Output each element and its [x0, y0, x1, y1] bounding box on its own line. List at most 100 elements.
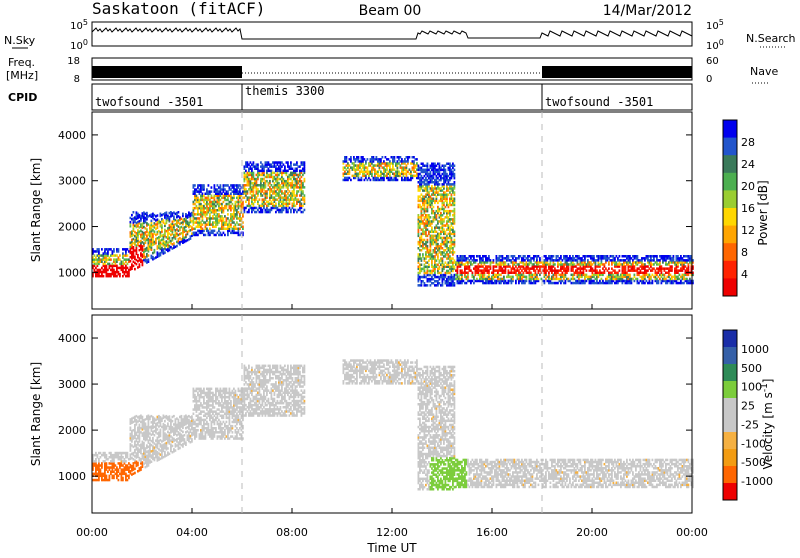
power-cell	[586, 269, 588, 272]
power-cell	[439, 183, 441, 186]
power-cell	[130, 260, 132, 263]
cpid-segment-3: twofsound -3501	[545, 95, 653, 109]
power-cell	[133, 265, 135, 268]
power-cell	[503, 276, 505, 279]
power-cell	[151, 220, 153, 223]
power-cell	[634, 274, 636, 277]
power-cell	[476, 259, 478, 262]
velocity-cell	[106, 475, 108, 478]
power-ytick-3: 4000	[58, 129, 86, 142]
power-cell	[553, 255, 555, 258]
cpid-segment-1: twofsound -3501	[95, 95, 203, 109]
power-cell	[358, 156, 360, 159]
power-cell	[164, 251, 166, 254]
power-cell	[370, 179, 372, 182]
power-cell	[427, 163, 429, 166]
power-cell	[110, 258, 112, 261]
power-cell	[304, 194, 306, 197]
power-cell	[350, 156, 352, 159]
power-colorbar-tick-3: 16	[741, 202, 755, 215]
power-cell	[397, 179, 399, 182]
power-colorbar-label: Power [dB]	[756, 180, 770, 245]
power-cell	[134, 268, 136, 271]
power-cell	[367, 158, 369, 161]
power-cell	[656, 255, 658, 258]
freq-left-tick-bottom: 8	[74, 74, 80, 85]
power-cell	[139, 263, 141, 266]
power-cell	[284, 165, 286, 168]
power-cell	[253, 161, 255, 164]
power-cell	[133, 211, 135, 214]
power-ylabel: Slant Range [km]	[29, 158, 43, 262]
power-cell	[652, 280, 654, 283]
power-cell	[148, 258, 150, 261]
power-cell	[194, 184, 196, 187]
power-cell	[118, 248, 120, 251]
power-cell	[454, 239, 456, 242]
power-cell	[427, 284, 429, 287]
power-cell	[508, 255, 510, 258]
power-cell	[214, 184, 216, 187]
power-cell	[259, 198, 261, 201]
velocity-cell	[106, 454, 108, 457]
noise-left-tick-bottom: 100	[70, 38, 88, 53]
power-cell	[619, 269, 621, 272]
power-cell	[454, 165, 456, 168]
power-cell	[148, 254, 150, 256]
power-cell	[287, 161, 289, 164]
power-cell	[178, 211, 180, 214]
power-colorbar-cell-7	[723, 243, 737, 261]
power-cell	[431, 226, 433, 229]
power-cell	[173, 216, 175, 219]
power-cell	[671, 265, 673, 268]
power-cell	[454, 208, 456, 211]
freq-right-tick-top: 60	[706, 56, 719, 67]
noise-line	[92, 28, 692, 39]
cpid-label: CPID	[8, 91, 37, 104]
freq-left-tick-top: 18	[67, 56, 80, 67]
power-cell	[554, 263, 556, 266]
power-cell	[454, 181, 456, 184]
power-cell	[473, 255, 475, 258]
power-cell	[346, 156, 348, 159]
power-colorbar-cell-0	[723, 120, 737, 138]
power-cell	[211, 186, 213, 189]
power-cell	[169, 237, 171, 240]
power-cell	[409, 156, 411, 159]
date-title: 14/Mar/2012	[603, 3, 692, 19]
power-cell	[427, 245, 429, 248]
power-cell	[637, 278, 639, 281]
power-cell	[154, 249, 156, 252]
power-cell	[629, 274, 631, 277]
power-cell	[103, 275, 105, 278]
power-cell	[493, 259, 495, 262]
power-ytick-2: 3000	[58, 175, 86, 188]
power-cell	[119, 273, 121, 276]
power-data-layer	[92, 156, 694, 287]
power-colorbar-tick-6: 4	[741, 268, 748, 281]
power-cell	[136, 263, 138, 266]
power-cell	[539, 257, 541, 260]
power-colorbar-tick-1: 24	[741, 158, 755, 171]
power-cell	[430, 216, 432, 219]
power-cell	[157, 214, 159, 217]
power-cell	[224, 234, 226, 237]
power-cell	[161, 224, 163, 227]
power-cell	[176, 245, 178, 248]
power-ytick-1: 2000	[58, 221, 86, 234]
power-cell	[454, 173, 456, 176]
power-cell	[416, 158, 418, 161]
power-cell	[205, 234, 207, 237]
power-cell	[163, 219, 165, 222]
power-cell	[454, 282, 456, 285]
power-cell	[422, 253, 424, 256]
power-colorbar-cell-6	[723, 226, 737, 244]
power-cell	[526, 276, 528, 279]
power-colorbar-tick-5: 8	[741, 246, 748, 259]
noise-trace	[92, 28, 692, 39]
power-cell	[227, 213, 229, 216]
freq-label-1: Freq.	[8, 56, 35, 69]
